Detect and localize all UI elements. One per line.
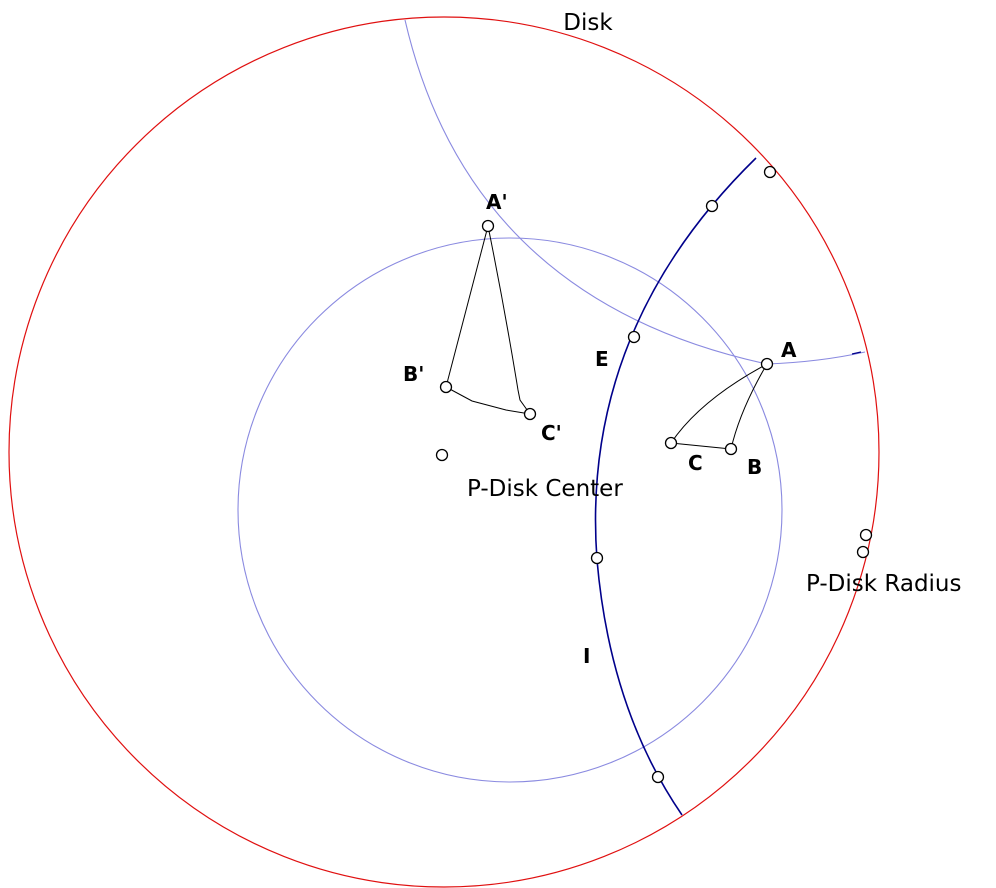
point-a-prime[interactable]: [481, 219, 495, 233]
point-b-prime-label: B': [403, 362, 424, 386]
construction-arc: [404, 19, 866, 365]
p-disk-center-label: P-Disk Center: [467, 476, 623, 502]
point-i[interactable]: [590, 551, 604, 565]
triangle-abc-prime-edge-ac: [487, 225, 531, 415]
point-b-prime[interactable]: [439, 380, 453, 394]
point-b-label: B: [747, 455, 762, 479]
point-e-label: E: [595, 347, 609, 371]
point-c-prime[interactable]: [523, 407, 537, 421]
triangle-abc-prime-edge-bc: [445, 386, 531, 415]
point-b[interactable]: [724, 442, 738, 456]
point-a-label: A: [781, 338, 797, 362]
point-e[interactable]: [627, 330, 641, 344]
triangle-abc-prime-edge-ab: [445, 225, 489, 388]
disk-boundary-circle: [8, 16, 880, 888]
construction-arc-tick: [851, 351, 862, 355]
triangle-abc-edge-ac: [670, 363, 768, 444]
point-c[interactable]: [664, 436, 678, 450]
point-p-disk-radius-a[interactable]: [859, 528, 873, 542]
p-disk-radius-label: P-Disk Radius: [806, 571, 962, 597]
point-a[interactable]: [760, 357, 774, 371]
p-disk-circle: [237, 237, 783, 783]
point-c-label: C: [688, 451, 703, 475]
point-p-disk-radius-b[interactable]: [856, 545, 870, 559]
point-geodesic-upper[interactable]: [705, 199, 719, 213]
geodesic-line: [594, 157, 757, 816]
point-i-label: I: [583, 644, 590, 668]
point-c-prime-label: C': [541, 421, 562, 445]
point-disk-upper[interactable]: [763, 165, 777, 179]
disk-label: Disk: [563, 10, 613, 36]
triangle-abc-edge-ab: [730, 363, 768, 450]
point-p-disk-center[interactable]: [435, 448, 449, 462]
triangle-abc-edge-cb: [670, 442, 732, 450]
point-geodesic-lower[interactable]: [651, 770, 665, 784]
point-a-prime-label: A': [486, 190, 508, 214]
